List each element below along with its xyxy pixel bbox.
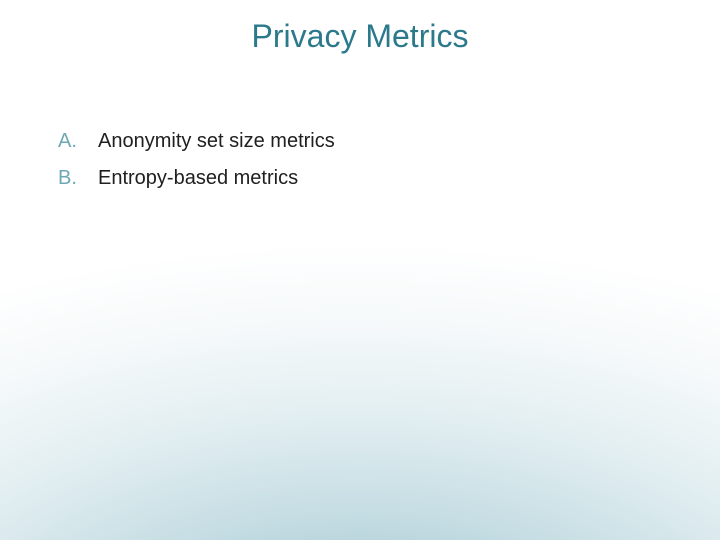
- list-marker-a: A.: [58, 130, 98, 153]
- list-item: B. Entropy-based metrics: [58, 167, 335, 190]
- list-item: A. Anonymity set size metrics: [58, 130, 335, 153]
- slide-title: Privacy Metrics: [0, 18, 720, 55]
- list-item-text: Anonymity set size metrics: [98, 130, 335, 153]
- bullet-list: A. Anonymity set size metrics B. Entropy…: [58, 130, 335, 204]
- list-item-text: Entropy-based metrics: [98, 167, 298, 190]
- list-marker-b: B.: [58, 167, 98, 190]
